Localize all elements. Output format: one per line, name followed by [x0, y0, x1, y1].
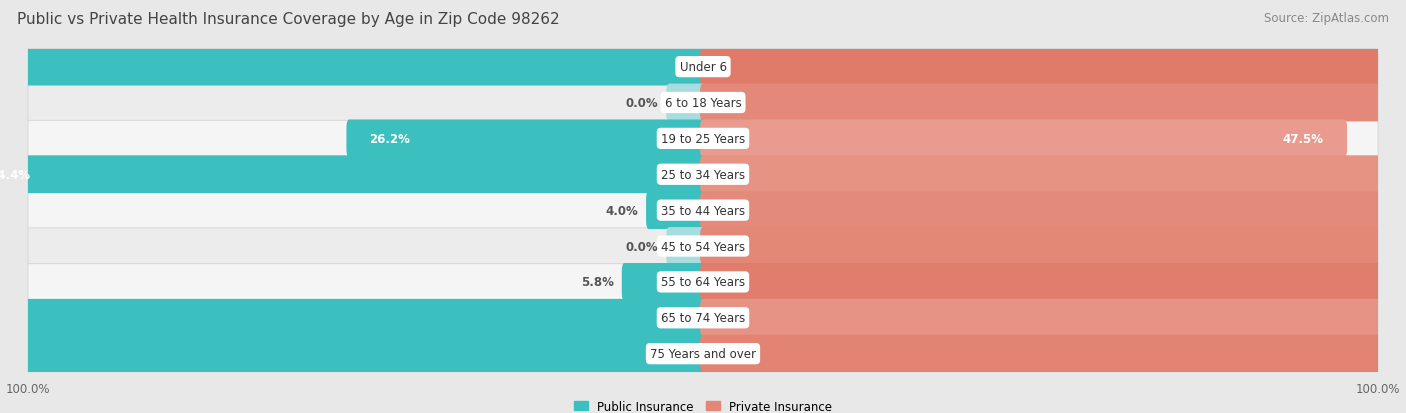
- Text: Under 6: Under 6: [679, 61, 727, 74]
- FancyBboxPatch shape: [621, 263, 706, 301]
- Legend: Public Insurance, Private Insurance: Public Insurance, Private Insurance: [569, 395, 837, 413]
- FancyBboxPatch shape: [666, 84, 706, 122]
- Text: 45 to 54 Years: 45 to 54 Years: [661, 240, 745, 253]
- Text: 47.5%: 47.5%: [1282, 133, 1324, 145]
- FancyBboxPatch shape: [700, 263, 1406, 301]
- FancyBboxPatch shape: [28, 85, 1378, 121]
- FancyBboxPatch shape: [700, 192, 1406, 230]
- Text: Source: ZipAtlas.com: Source: ZipAtlas.com: [1264, 12, 1389, 25]
- Text: 25 to 34 Years: 25 to 34 Years: [661, 169, 745, 181]
- Text: 19 to 25 Years: 19 to 25 Years: [661, 133, 745, 145]
- FancyBboxPatch shape: [700, 120, 1347, 158]
- FancyBboxPatch shape: [28, 264, 1378, 300]
- FancyBboxPatch shape: [0, 156, 706, 194]
- FancyBboxPatch shape: [28, 121, 1378, 157]
- FancyBboxPatch shape: [0, 335, 706, 373]
- FancyBboxPatch shape: [700, 335, 1406, 373]
- FancyBboxPatch shape: [28, 192, 1378, 229]
- FancyBboxPatch shape: [700, 228, 1406, 265]
- Text: 55 to 64 Years: 55 to 64 Years: [661, 276, 745, 289]
- Text: 6 to 18 Years: 6 to 18 Years: [665, 97, 741, 110]
- FancyBboxPatch shape: [346, 120, 706, 158]
- FancyBboxPatch shape: [0, 49, 706, 86]
- Text: 75 Years and over: 75 Years and over: [650, 347, 756, 360]
- FancyBboxPatch shape: [700, 49, 1406, 86]
- Text: 4.0%: 4.0%: [606, 204, 638, 217]
- Text: 0.0%: 0.0%: [626, 240, 658, 253]
- FancyBboxPatch shape: [28, 300, 1378, 336]
- FancyBboxPatch shape: [0, 299, 706, 337]
- FancyBboxPatch shape: [700, 299, 1406, 337]
- FancyBboxPatch shape: [700, 84, 1406, 122]
- FancyBboxPatch shape: [28, 157, 1378, 193]
- FancyBboxPatch shape: [28, 228, 1378, 264]
- Text: 35 to 44 Years: 35 to 44 Years: [661, 204, 745, 217]
- Text: 65 to 74 Years: 65 to 74 Years: [661, 311, 745, 325]
- Text: 26.2%: 26.2%: [370, 133, 411, 145]
- FancyBboxPatch shape: [28, 50, 1378, 85]
- FancyBboxPatch shape: [28, 336, 1378, 372]
- FancyBboxPatch shape: [666, 228, 706, 265]
- Text: 54.4%: 54.4%: [0, 169, 30, 181]
- Text: 0.0%: 0.0%: [626, 97, 658, 110]
- FancyBboxPatch shape: [700, 156, 1406, 194]
- FancyBboxPatch shape: [647, 192, 706, 230]
- Text: Public vs Private Health Insurance Coverage by Age in Zip Code 98262: Public vs Private Health Insurance Cover…: [17, 12, 560, 27]
- Text: 5.8%: 5.8%: [581, 276, 614, 289]
